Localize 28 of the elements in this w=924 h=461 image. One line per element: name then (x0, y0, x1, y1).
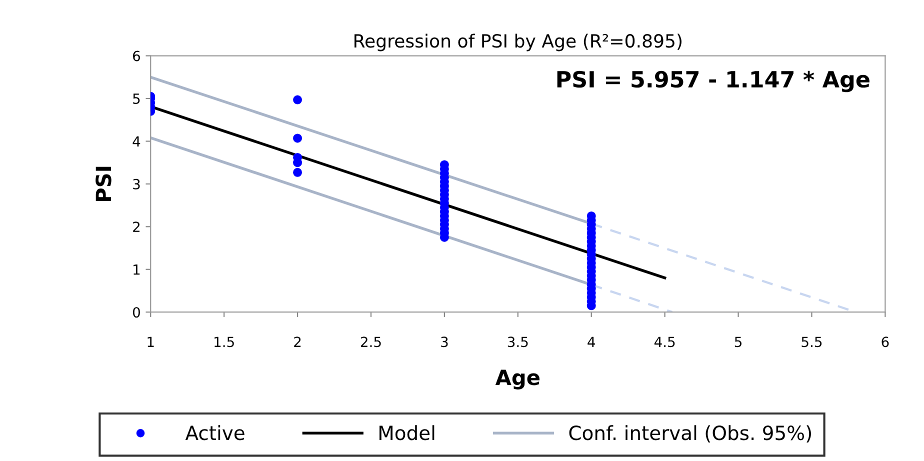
x-tick-label: 4.5 (654, 336, 675, 348)
legend-label: Model (380, 425, 434, 440)
x-tick-label: 2.5 (360, 336, 381, 348)
x-tick-label: 2 (294, 336, 301, 347)
legend-label: Active (185, 425, 244, 440)
y-tick-label: 5 (133, 94, 140, 104)
point (293, 168, 302, 177)
x-tick-label: 1.5 (214, 336, 234, 348)
annotation: PSI = 5.957 - 1.147 * Age (557, 70, 870, 92)
y-tick-label: 6 (133, 50, 140, 62)
point (293, 95, 302, 104)
y-tick-label: 4 (132, 136, 140, 146)
y-tick-label: 1 (134, 264, 140, 275)
x-tick-label: 3.5 (508, 336, 528, 348)
x-tick-label: 6 (882, 336, 889, 348)
x-tick-label: 5.5 (802, 336, 822, 348)
x-tick-label: 5 (734, 336, 742, 348)
y-axis-title: PSI (96, 166, 112, 202)
x-tick-label: 4 (588, 336, 595, 347)
y-tick-label: 2 (133, 222, 140, 232)
y-tick-label: 0 (132, 307, 140, 318)
x-tick-label: 1 (148, 336, 154, 347)
x-tick-label: 3 (441, 336, 448, 348)
point (293, 134, 302, 143)
legend-label: Conf. interval (Obs. 95%) (569, 425, 811, 443)
chart-title: Regression of PSI by Age (R²=0.895) (354, 34, 682, 52)
y-tick-label: 3 (133, 178, 140, 190)
x-axis-title: Age (495, 370, 540, 390)
